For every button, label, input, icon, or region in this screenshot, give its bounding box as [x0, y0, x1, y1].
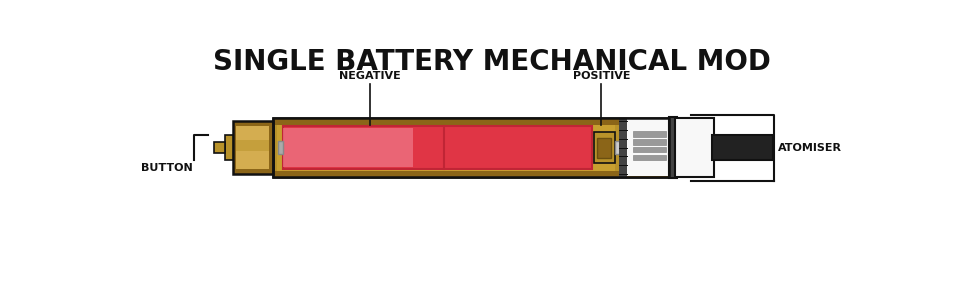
Bar — [633, 154, 666, 160]
Bar — [627, 119, 669, 176]
Text: SINGLE BATTERY MECHANICAL MOD: SINGLE BATTERY MECHANICAL MOD — [213, 47, 771, 76]
Bar — [675, 118, 713, 177]
Bar — [283, 126, 592, 169]
Bar — [235, 126, 270, 169]
Bar — [273, 118, 669, 124]
Bar — [278, 142, 283, 154]
Bar — [273, 171, 669, 177]
Bar — [633, 131, 666, 137]
Bar — [283, 128, 413, 167]
Bar — [615, 142, 624, 154]
Bar — [214, 142, 225, 153]
Bar — [232, 122, 273, 174]
Text: NEGATIVE: NEGATIVE — [339, 71, 400, 81]
Text: BUTTON: BUTTON — [141, 163, 192, 173]
Bar — [597, 138, 611, 158]
Bar — [619, 118, 627, 177]
Bar — [273, 118, 669, 177]
Bar — [633, 147, 666, 152]
Bar — [225, 135, 232, 160]
Bar — [235, 140, 270, 151]
Bar — [593, 132, 615, 163]
Text: ATOMISER: ATOMISER — [778, 143, 842, 153]
Text: POSITIVE: POSITIVE — [572, 71, 630, 81]
Bar — [273, 118, 669, 177]
Bar — [669, 117, 677, 178]
Bar — [633, 139, 666, 145]
Bar — [712, 135, 773, 160]
Bar — [277, 124, 615, 171]
